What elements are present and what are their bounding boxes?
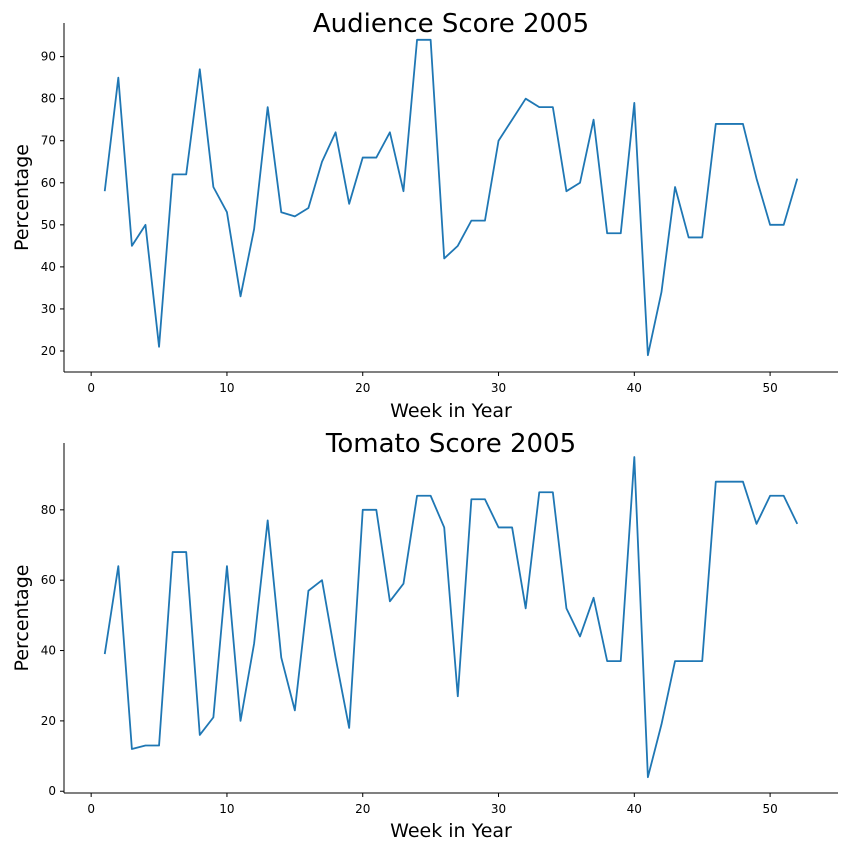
y-tick-label: 70	[41, 134, 56, 148]
y-axis-title: Percentage	[11, 565, 33, 672]
y-tick-label: 40	[41, 644, 56, 658]
y-tick-label: 0	[48, 784, 56, 798]
x-tick-label: 40	[627, 381, 642, 395]
x-axis-title: Week in Year	[390, 820, 512, 842]
chart-title: Tomato Score 2005	[325, 429, 576, 459]
x-tick-label: 30	[491, 381, 506, 395]
y-tick-label: 60	[41, 176, 56, 190]
x-tick-label: 0	[87, 381, 95, 395]
y-tick-label: 60	[41, 573, 56, 587]
y-tick-label: 20	[41, 344, 56, 358]
tomato-score-panel: 0 10 20 30 40 50 0 20 40 60 80 Tomato Score 2005 Wee…	[11, 429, 838, 842]
x-tick-label: 50	[762, 381, 777, 395]
x-tick-label: 0	[87, 802, 95, 816]
audience-score-panel: 0 10 20 30 40 50 20 30 40 50 60 70 80 90 Audience Scor…	[11, 9, 838, 422]
x-tick-label: 10	[219, 381, 234, 395]
x-tick-label: 40	[627, 802, 642, 816]
y-tick-label: 80	[41, 92, 56, 106]
x-axis-title: Week in Year	[390, 400, 512, 422]
x-tick-label: 20	[355, 381, 370, 395]
series-line	[103, 456, 799, 779]
x-tick-label: 20	[355, 802, 370, 816]
series-line	[103, 38, 799, 357]
x-tick-label: 50	[762, 802, 777, 816]
x-tick-label: 30	[491, 802, 506, 816]
y-tick-label: 90	[41, 50, 56, 64]
y-tick-label: 80	[41, 503, 56, 517]
y-tick-label: 40	[41, 260, 56, 274]
x-tick-label: 10	[219, 802, 234, 816]
y-axis-title: Percentage	[11, 144, 33, 251]
y-tick-label: 50	[41, 218, 56, 232]
chart-title: Audience Score 2005	[313, 9, 589, 39]
y-tick-label: 30	[41, 302, 56, 316]
y-tick-label: 20	[41, 714, 56, 728]
